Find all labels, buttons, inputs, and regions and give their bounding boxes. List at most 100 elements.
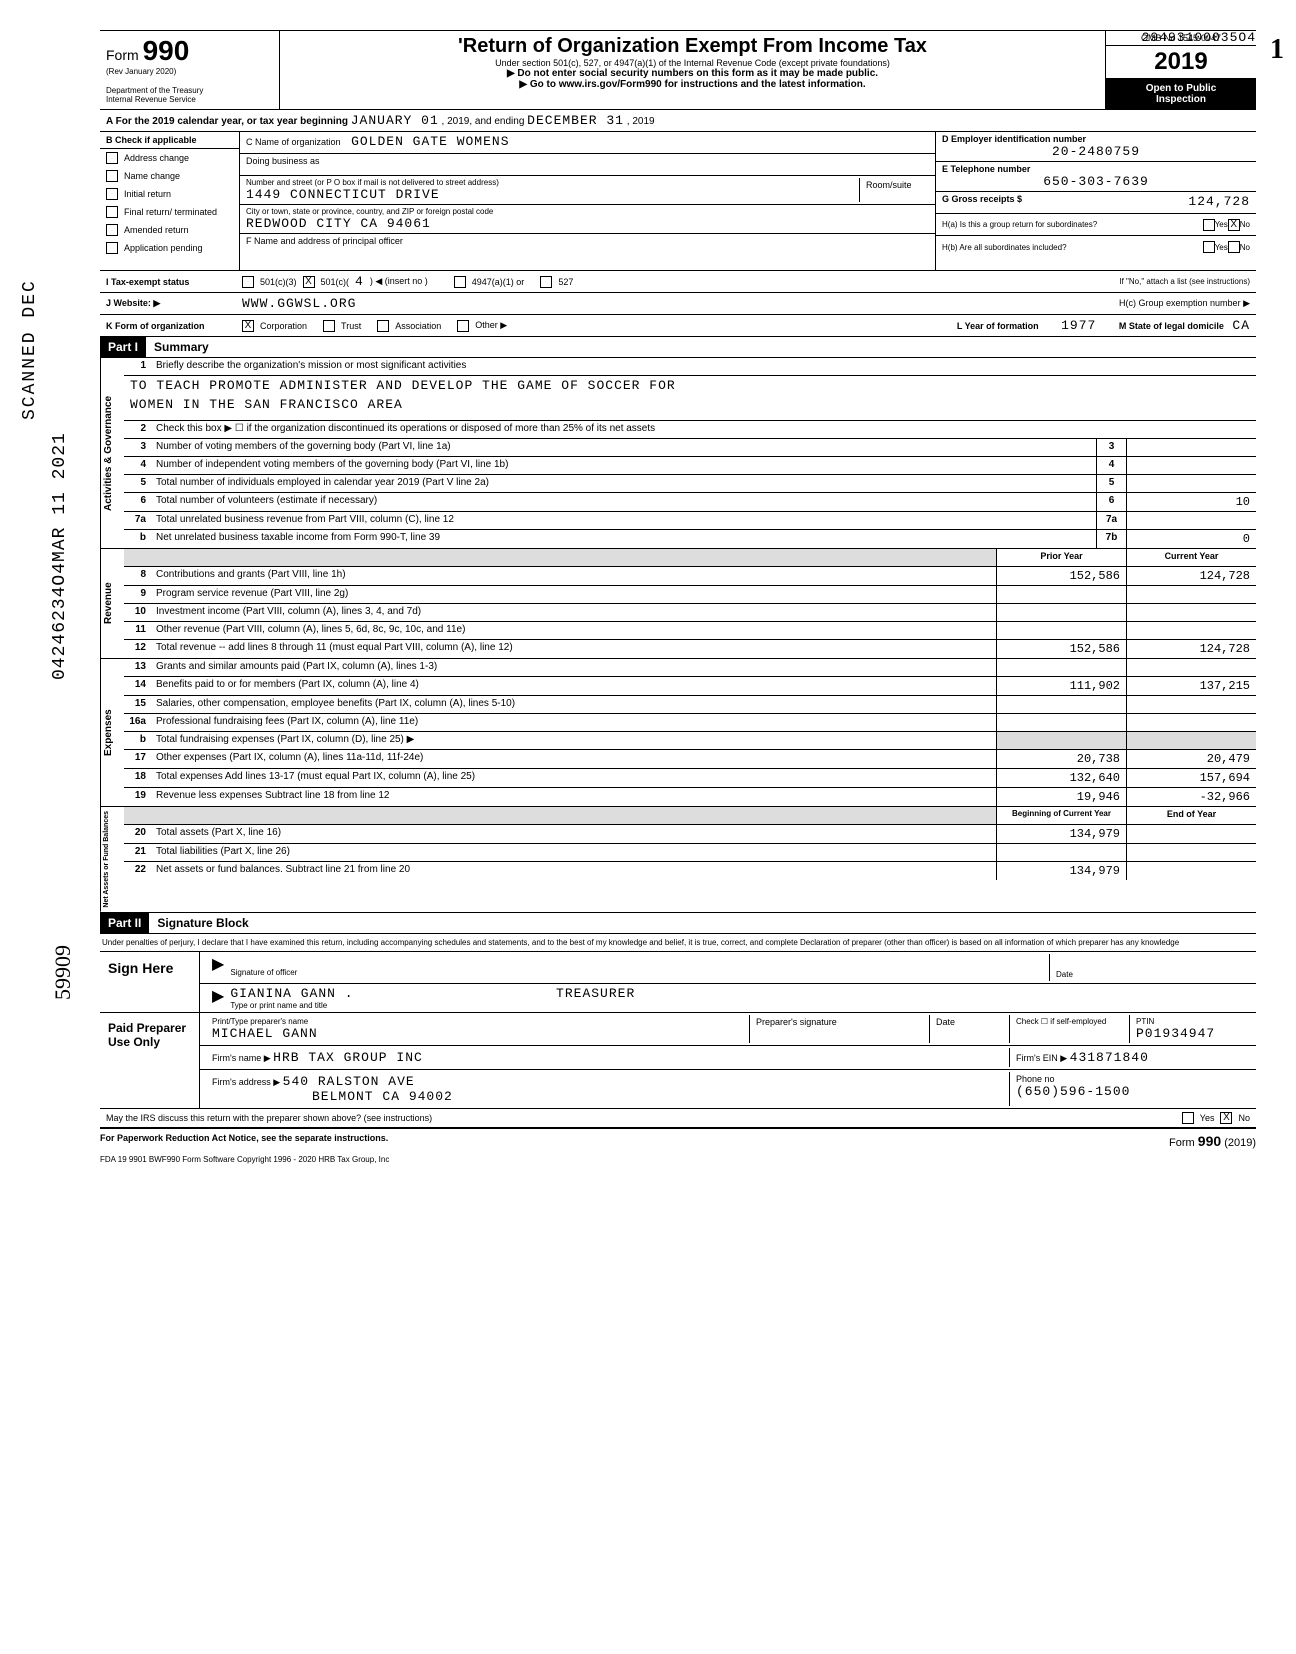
checkbox-row: Application pending [100, 239, 239, 257]
line8-prior: 152,586 [996, 567, 1126, 585]
501c-suffix: ) ◀ (insert no ) [370, 276, 428, 287]
state-domicile: CA [1232, 318, 1250, 333]
firm-name-label: Firm's name ▶ [212, 1053, 271, 1063]
begin-year-header: Beginning of Current Year [996, 807, 1126, 824]
discuss-yes-checkbox[interactable] [1182, 1112, 1194, 1124]
line14-prior: 111,902 [996, 677, 1126, 695]
paid-preparer-block: Paid Preparer Use Only Print/Type prepar… [100, 1013, 1256, 1109]
firm-addr1: 540 RALSTON AVE [283, 1074, 415, 1089]
city-label: City or town, state or province, country… [246, 207, 929, 216]
preparer-date-label: Date [930, 1015, 1010, 1043]
officer-name: GIANINA GANN . [230, 986, 353, 1001]
tax-year-end: DECEMBER 31 [527, 113, 624, 128]
other-checkbox[interactable] [457, 320, 469, 332]
4947-checkbox[interactable] [454, 276, 466, 288]
net-assets-section: Net Assets or Fund Balances Beginning of… [100, 807, 1256, 913]
501c3-checkbox[interactable] [242, 276, 254, 288]
paid-preparer-label: Paid Preparer Use Only [100, 1013, 200, 1108]
website-row: J Website: ▶ WWW.GGWSL.ORG H(c) Group ex… [100, 293, 1256, 315]
assoc-checkbox[interactable] [377, 320, 389, 332]
ha-yes: Yes [1215, 220, 1228, 229]
year-formation: 1977 [1061, 318, 1096, 333]
preparer-sig-label: Preparer's signature [750, 1015, 930, 1043]
line1-text: Briefly describe the organization's miss… [152, 358, 1256, 375]
website-label: J Website: ▶ [106, 298, 236, 309]
line15-text: Salaries, other compensation, employee b… [152, 696, 996, 713]
part-ii-title: Signature Block [149, 913, 256, 933]
applicable-checkbox[interactable] [106, 224, 118, 236]
ein-value: 20-2480759 [942, 144, 1250, 159]
side-stamp-sig: 59909 [50, 945, 76, 1000]
line12-prior: 152,586 [996, 640, 1126, 658]
applicable-label: Initial return [124, 189, 171, 199]
section-b-header: B Check if applicable [100, 132, 239, 149]
tax-year-end-year: , 2019 [627, 116, 655, 127]
527-label: 527 [558, 277, 573, 287]
part-ii-header-row: Part II Signature Block [100, 913, 1256, 934]
ha-yes-checkbox[interactable] [1203, 219, 1215, 231]
501c-label: 501(c)( [321, 277, 350, 287]
line8-curr: 124,728 [1126, 567, 1256, 585]
ha-no: No [1240, 220, 1250, 229]
line16a-text: Professional fundraising fees (Part IX, … [152, 714, 996, 731]
applicable-label: Application pending [124, 243, 203, 253]
line17-curr: 20,479 [1126, 750, 1256, 768]
applicable-checkbox[interactable] [106, 188, 118, 200]
firm-ein: 431871840 [1070, 1050, 1149, 1065]
501c-number: 4 [355, 274, 364, 289]
trust-label: Trust [341, 321, 361, 331]
hb-no-checkbox[interactable] [1228, 241, 1240, 253]
other-label: Other ▶ [475, 320, 507, 331]
firm-addr-label: Firm's address ▶ [212, 1077, 280, 1087]
hb-yes-checkbox[interactable] [1203, 241, 1215, 253]
paperwork-notice: For Paperwork Reduction Act Notice, see … [100, 1133, 388, 1149]
checkbox-row: Amended return [100, 221, 239, 239]
hc-label: H(c) Group exemption number ▶ [1119, 298, 1250, 309]
discuss-no-checkbox[interactable]: X [1220, 1112, 1232, 1124]
perjury-statement: Under penalties of perjury, I declare th… [100, 934, 1256, 952]
applicable-checkbox[interactable] [106, 170, 118, 182]
line2-text: Check this box ▶ ☐ if the organization d… [152, 421, 1256, 438]
dba-label: Doing business as [240, 154, 935, 176]
corp-checkbox[interactable]: X [242, 320, 254, 332]
501c-checkbox[interactable]: X [303, 276, 315, 288]
form-number: 990 [143, 35, 190, 66]
tax-year-begin: JANUARY 01 [351, 113, 439, 128]
form-label: Form 990 [106, 35, 273, 67]
footer-form-num: 990 [1198, 1133, 1221, 1149]
arrow-icon: ▶ [206, 954, 230, 981]
checkbox-row: Name change [100, 167, 239, 185]
org-name-label: C Name of organization [246, 137, 341, 147]
line6-value: 10 [1126, 493, 1256, 511]
line20-begin: 134,979 [996, 825, 1126, 843]
current-year-header: Current Year [1126, 549, 1256, 566]
line19-curr: -32,966 [1126, 788, 1256, 806]
assoc-label: Association [395, 321, 441, 331]
527-checkbox[interactable] [540, 276, 552, 288]
line14-curr: 137,215 [1126, 677, 1256, 695]
applicable-checkbox[interactable] [106, 242, 118, 254]
line12-text: Total revenue -- add lines 8 through 11 … [152, 640, 996, 658]
applicable-checkbox[interactable] [106, 206, 118, 218]
ptin-value: P01934947 [1136, 1026, 1244, 1041]
activities-section: Activities & Governance 1Briefly describ… [100, 358, 1256, 549]
line3-text: Number of voting members of the governin… [152, 439, 1096, 456]
inspection-label: Inspection [1110, 94, 1252, 105]
end-year-header: End of Year [1126, 807, 1256, 824]
trust-checkbox[interactable] [323, 320, 335, 332]
line6-text: Total number of volunteers (estimate if … [152, 493, 1096, 511]
preparer-name: MICHAEL GANN [212, 1026, 743, 1041]
hb-label: H(b) Are all subordinates included? [942, 243, 1203, 252]
line7b-value: 0 [1126, 530, 1256, 548]
l-label: L Year of formation [957, 321, 1039, 331]
part-ii-header: Part II [100, 913, 149, 933]
tax-year: 2019 [1106, 46, 1256, 79]
applicable-checkbox[interactable] [106, 152, 118, 164]
hb-no: No [1240, 243, 1250, 252]
line10-text: Investment income (Part VIII, column (A)… [152, 604, 996, 621]
firm-name: HRB TAX GROUP INC [273, 1050, 423, 1065]
org-name: GOLDEN GATE WOMENS [351, 134, 509, 149]
ha-no-checkbox[interactable]: X [1228, 219, 1240, 231]
hb-yes: Yes [1215, 243, 1228, 252]
firm-addr2: BELMONT CA 94002 [312, 1089, 453, 1104]
